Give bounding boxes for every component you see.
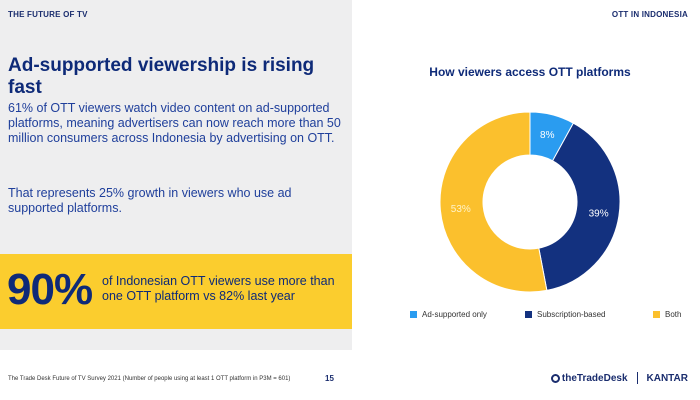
logos: theTradeDesk KANTAR [550, 372, 688, 384]
legend-label: Subscription-based [537, 310, 606, 319]
thetradedesk-wordmark: theTradeDesk [561, 372, 628, 384]
legend-swatch [410, 311, 417, 318]
legend-item: Both [653, 310, 681, 319]
stat-text: of Indonesian OTT viewers use more than … [102, 274, 335, 303]
legend-swatch [653, 311, 660, 318]
donut-chart: 8% 39% 53% [439, 111, 621, 293]
body-paragraph-2: That represents 25% growth in viewers wh… [8, 186, 292, 215]
legend-swatch [525, 311, 532, 318]
legend-item: Subscription-based [525, 310, 605, 319]
legend-label: Both [665, 310, 682, 319]
chart-title: How viewers access OTT platforms [429, 65, 631, 79]
page-number: 15 [325, 374, 334, 383]
legend-item: Ad-supported only [410, 310, 487, 319]
slice-label: 53% [451, 204, 471, 215]
body-paragraph-1: 61% of OTT viewers watch video content o… [8, 101, 341, 145]
donut-slice-subscription-based [538, 122, 621, 291]
footer-source-note: The Trade Desk Future of TV Survey 2021 … [8, 376, 291, 382]
logo-divider [636, 372, 638, 384]
headline: Ad-supported viewership is rising fast [8, 55, 315, 98]
stat-value: 90% [7, 265, 93, 314]
section-label: THE FUTURE OF TV [8, 10, 88, 19]
slice-label: 39% [589, 208, 609, 219]
legend-label: Ad-supported only [422, 310, 487, 319]
thetradedesk-logo: theTradeDesk [550, 372, 628, 384]
chart-legend: Ad-supported only Subscription-based Both [410, 310, 690, 322]
thetradedesk-mark-icon [550, 373, 560, 383]
topic-label: OTT IN INDONESIA [611, 10, 688, 19]
donut-slice-both [439, 111, 548, 293]
stat-callout: 90% of Indonesian OTT viewers use more t… [0, 254, 352, 329]
kantar-logo: KANTAR [646, 372, 688, 384]
slice-label: 8% [540, 130, 555, 141]
